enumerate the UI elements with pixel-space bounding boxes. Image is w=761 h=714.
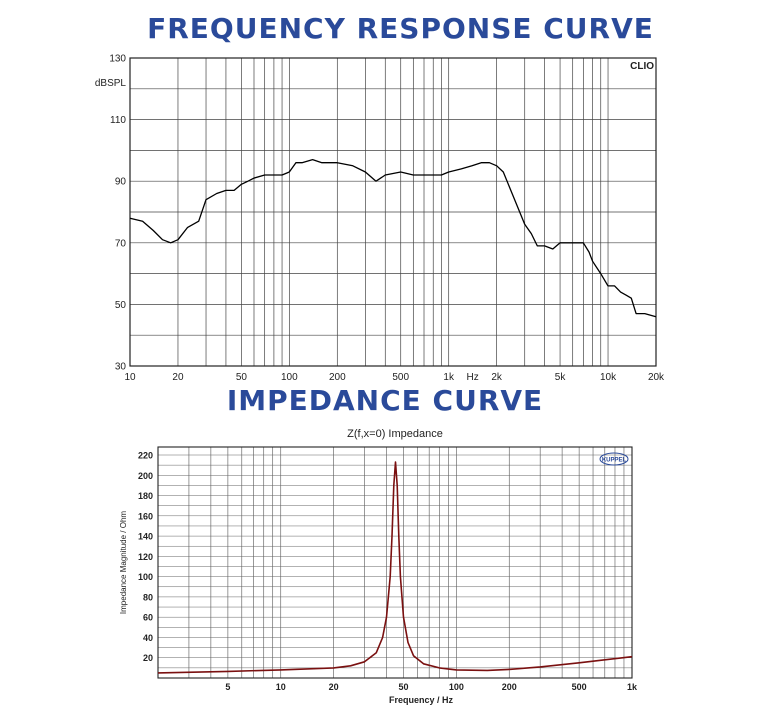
fr-x-tick-label: 1k [443,372,455,383]
fr-series-line [129,158,657,318]
kuppel-logo-ring [599,452,629,466]
kuppel-logo: KUPPEL [599,452,629,466]
imp-y-tick-label: 100 [138,572,153,582]
fr-y-tick-label: 90 [115,177,127,188]
fr-x-tick-label: 50 [236,372,248,383]
fr-y-tick-label: 50 [115,300,127,311]
fr-x-tick-label: 500 [392,372,409,383]
imp-series-line [157,461,633,674]
imp-y-tick-label: 140 [138,532,153,542]
fr-x-tick-label: 10 [124,372,136,383]
imp-x-tick-label: 500 [572,682,587,692]
imp-y-tick-label: 200 [138,471,153,481]
fr-plot-frame [129,57,657,367]
fr-x-tick-label: 5k [555,372,567,383]
imp-x-tick-label: 50 [399,682,409,692]
imp-x-tick-label: 100 [449,682,464,692]
imp-y-tick-label: 40 [143,633,153,643]
fr-y-tick-label: 110 [110,115,126,126]
fr-x-tick-label: 2k [491,372,503,383]
kuppel-logo-text: KUPPEL [602,458,627,464]
imp-x-tick-label: 10 [276,682,286,692]
imp-y-tick-label: 20 [143,653,153,663]
imp-x-tick-label: 5 [225,682,230,692]
fr-x-tick-label: 20k [648,372,665,383]
imp-plot-frame [157,446,633,679]
imp-x-tick-label: 20 [329,682,339,692]
fr-x-axis-label: Hz [467,372,479,383]
fr-x-tick-label: 10k [600,372,617,383]
impedance-heading: IMPEDANCE CURVE [226,384,544,417]
fr-y-tick-label: 30 [115,362,127,373]
imp-x-tick-label: 1k [627,682,638,692]
imp-y-tick-label: 180 [138,491,153,501]
clio-logo: CLIO [630,61,654,72]
imp-y-axis-label: Impedance Magnitude / Ohm [119,511,128,615]
imp-y-tick-label: 160 [138,511,153,521]
fr-y-axis-label: dBSPL [95,78,127,89]
imp-x-axis-label: Frequency / Hz [389,695,454,705]
frequency-response-heading: FREQUENCY RESPONSE CURVE [147,12,654,45]
imp-x-tick-label: 200 [502,682,517,692]
fr-y-tick-label: 70 [115,238,127,249]
imp-y-tick-label: 220 [138,451,153,461]
imp-y-tick-label: 120 [138,552,153,562]
impedance-chart-title: Z(f,x=0) Impedance [347,428,443,440]
fr-x-tick-label: 100 [281,372,298,383]
fr-y-tick-label: 130 [109,54,126,65]
imp-y-tick-label: 60 [143,613,153,623]
imp-y-tick-label: 80 [143,592,153,602]
fr-x-tick-label: 20 [172,372,184,383]
fr-x-tick-label: 200 [329,372,346,383]
